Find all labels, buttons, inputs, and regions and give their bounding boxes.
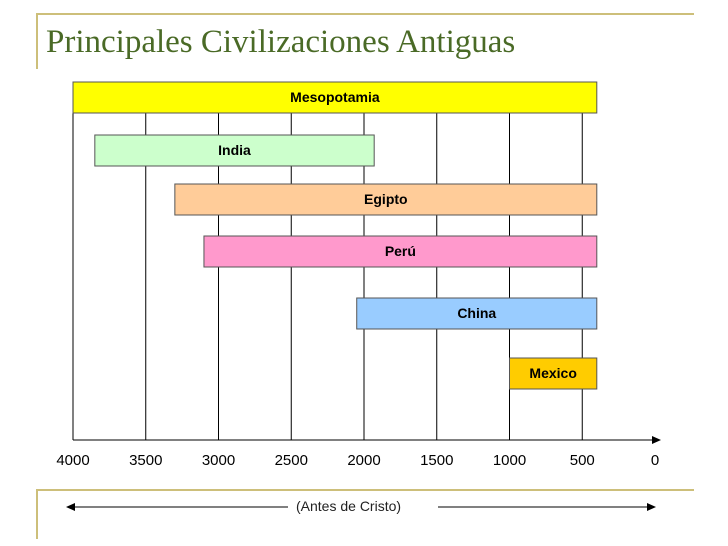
bar-india	[94, 134, 375, 167]
caption-arrowhead-left	[66, 503, 75, 511]
bar-label-china: China	[457, 305, 496, 321]
top-decorative-rule	[36, 13, 694, 15]
bar-mexico	[509, 357, 598, 390]
x-tick-label-8: 0	[651, 452, 659, 469]
slide-title: Principales Civilizaciones Antiguas	[46, 24, 516, 60]
bar-label-egipto: Egipto	[364, 191, 408, 207]
x-tick-label-5: 1500	[420, 452, 453, 469]
bar-label-india: India	[218, 142, 251, 158]
x-tick-label-0: 4000	[56, 452, 89, 469]
x-axis-arrowhead	[652, 436, 661, 444]
bar-label-mexico: Mexico	[529, 365, 576, 381]
x-tick-label-2: 3000	[202, 452, 235, 469]
caption-arrowhead-right	[647, 503, 656, 511]
bar-mesopotamia	[72, 81, 598, 114]
bar-perú	[203, 235, 598, 268]
x-tick-label-6: 1000	[493, 452, 526, 469]
bar-label-mesopotamia: Mesopotamia	[290, 89, 380, 105]
x-tick-label-4: 2000	[347, 452, 380, 469]
x-tick-label-7: 500	[570, 452, 595, 469]
bottom-left-decorative-rule	[36, 489, 38, 539]
bar-egipto	[174, 183, 598, 216]
top-left-decorative-rule	[36, 13, 38, 69]
x-tick-label-3: 2500	[275, 452, 308, 469]
bar-label-perú: Perú	[385, 243, 416, 259]
bottom-decorative-rule	[36, 489, 694, 491]
bar-china	[356, 297, 598, 330]
axis-caption: (Antes de Cristo)	[296, 498, 402, 514]
x-tick-label-1: 3500	[129, 452, 162, 469]
